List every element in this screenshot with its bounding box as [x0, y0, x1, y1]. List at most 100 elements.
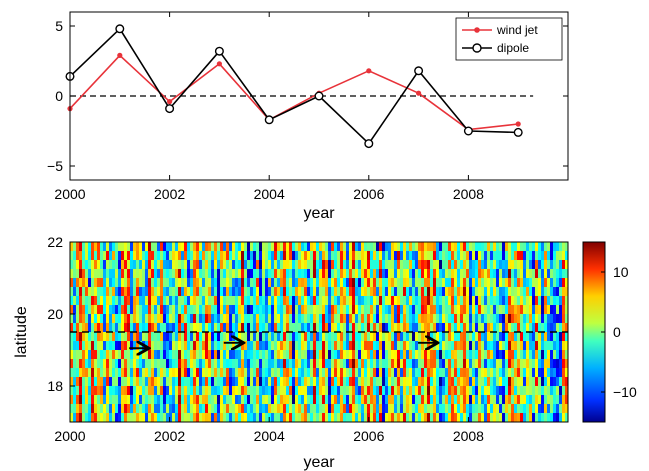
- heatmap-cell: [511, 287, 515, 297]
- heatmap-cell: [133, 269, 137, 279]
- heatmap-cell: [475, 386, 479, 396]
- heatmap-cell: [307, 359, 311, 369]
- heatmap-cell: [391, 314, 395, 324]
- heatmap-cell: [277, 314, 281, 324]
- heatmap-cell: [148, 377, 152, 387]
- heatmap-cell: [346, 251, 350, 261]
- heatmap-cell: [202, 287, 206, 297]
- heatmap-cell: [73, 341, 77, 351]
- heatmap-cell: [487, 251, 491, 261]
- heatmap-cell: [130, 341, 134, 351]
- point-wind-jet: [366, 68, 372, 74]
- heatmap-cell: [481, 269, 485, 279]
- heatmap-cell: [160, 296, 164, 306]
- heatmap-cell: [562, 413, 566, 422]
- heatmap-cell: [118, 332, 122, 342]
- heatmap-cell: [514, 368, 518, 378]
- heatmap-cell: [334, 287, 338, 297]
- heatmap-cell: [124, 350, 128, 360]
- heatmap-cell: [166, 341, 170, 351]
- heatmap-cell: [82, 296, 86, 306]
- heatmap-cell: [274, 404, 278, 414]
- heatmap-cell: [457, 323, 461, 333]
- heatmap-cell: [70, 413, 74, 422]
- heatmap-cell: [157, 404, 161, 414]
- heatmap-cell: [472, 386, 476, 396]
- heatmap-cell: [247, 377, 251, 387]
- heatmap-cell: [433, 386, 437, 396]
- heatmap-cell: [115, 314, 119, 324]
- heatmap-cell: [535, 395, 539, 405]
- heatmap-cell: [496, 359, 500, 369]
- heatmap-cell: [421, 377, 425, 387]
- heatmap-cell: [313, 413, 317, 422]
- heatmap-cell: [304, 269, 308, 279]
- heatmap-cell: [238, 323, 242, 333]
- heatmap-cell: [163, 332, 167, 342]
- heatmap-cell: [166, 323, 170, 333]
- heatmap-cell: [313, 251, 317, 261]
- heatmap-cell: [328, 296, 332, 306]
- heatmap-cell: [181, 269, 185, 279]
- heatmap-cell: [169, 287, 173, 297]
- heatmap-cell: [94, 377, 98, 387]
- heatmap-cell: [523, 269, 527, 279]
- heatmap-cell: [529, 368, 533, 378]
- heatmap-cell: [475, 296, 479, 306]
- heatmap-cell: [487, 377, 491, 387]
- heatmap-cell: [169, 368, 173, 378]
- heatmap-cell: [73, 332, 77, 342]
- heatmap-cell: [127, 305, 131, 315]
- heatmap-cell: [169, 377, 173, 387]
- heatmap-cell: [478, 323, 482, 333]
- heatmap-cell: [544, 251, 548, 261]
- heatmap-cell: [376, 359, 380, 369]
- heatmap-cell: [70, 251, 74, 261]
- legend-marker-dipole: [472, 43, 482, 53]
- heatmap-cell: [409, 413, 413, 422]
- heatmap-cell: [556, 368, 560, 378]
- heatmap-cell: [82, 350, 86, 360]
- heatmap-cell: [238, 377, 242, 387]
- heatmap-cell: [541, 359, 545, 369]
- heatmap-cell: [427, 305, 431, 315]
- heatmap-cell: [475, 377, 479, 387]
- heatmap-cell: [382, 350, 386, 360]
- heatmap-cell: [481, 242, 485, 252]
- heatmap-cell: [169, 404, 173, 414]
- heatmap-cell: [133, 323, 137, 333]
- heatmap-cell: [388, 251, 392, 261]
- heatmap-cell: [301, 323, 305, 333]
- heatmap-cell: [133, 287, 137, 297]
- heatmap-cell: [292, 314, 296, 324]
- heatmap-cell: [178, 359, 182, 369]
- heatmap-cell: [265, 404, 269, 414]
- heatmap-cell: [214, 296, 218, 306]
- heatmap-cell: [259, 260, 263, 270]
- heatmap-cell: [124, 287, 128, 297]
- heatmap-cell: [301, 359, 305, 369]
- heatmap-cell: [547, 377, 551, 387]
- heatmap-cell: [436, 350, 440, 360]
- heatmap-cell: [430, 386, 434, 396]
- heatmap-cell: [430, 260, 434, 270]
- heatmap-cell: [307, 368, 311, 378]
- heatmap-cell: [433, 314, 437, 324]
- heatmap-cell: [436, 359, 440, 369]
- heatmap-cell: [166, 305, 170, 315]
- heatmap-cell: [421, 287, 425, 297]
- heatmap-cell: [286, 269, 290, 279]
- heatmap-cell: [445, 368, 449, 378]
- heatmap-cell: [160, 242, 164, 252]
- heatmap-cell: [211, 287, 215, 297]
- heatmap-cell: [196, 341, 200, 351]
- heatmap-cell: [493, 395, 497, 405]
- heatmap-cell: [508, 305, 512, 315]
- heatmap-cell: [181, 359, 185, 369]
- heatmap-cell: [520, 341, 524, 351]
- heatmap-cell: [157, 287, 161, 297]
- heatmap-cell: [496, 386, 500, 396]
- heatmap-cell: [331, 368, 335, 378]
- heatmap-cell: [559, 404, 563, 414]
- heatmap-cell: [517, 314, 521, 324]
